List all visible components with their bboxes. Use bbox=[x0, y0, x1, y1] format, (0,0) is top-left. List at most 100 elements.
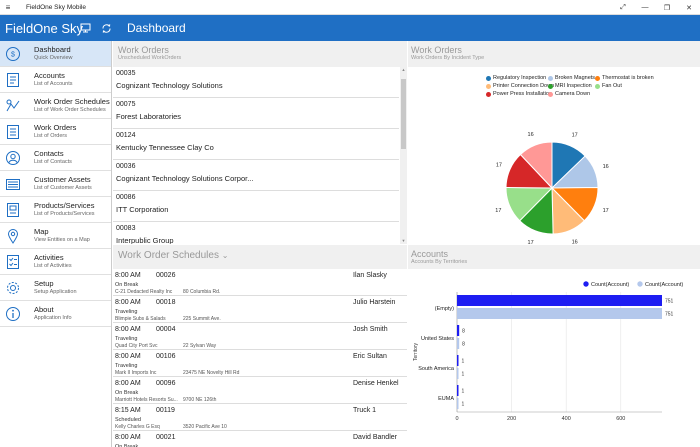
schedule-address: 23475 NE Novelty Hill Rd bbox=[183, 370, 240, 376]
close-button[interactable]: ✕ bbox=[686, 4, 692, 12]
svg-text:$: $ bbox=[11, 51, 15, 58]
work-order-id: 00124 bbox=[116, 132, 136, 139]
work-orders-scrollbar[interactable]: ▲ ▼ bbox=[400, 67, 407, 244]
contacts-icon bbox=[0, 147, 26, 169]
monitor-icon[interactable] bbox=[76, 19, 94, 37]
sidebar-item-customer-assets[interactable]: Customer Assets List of Customer Assets bbox=[0, 171, 111, 197]
y-tick-label: EUMA bbox=[438, 396, 454, 402]
schedule-account: Blimpie Subs & Salads bbox=[115, 316, 166, 322]
list-item[interactable]: 8:00 AM 00026 Ilan Slasky On Break C-21 Deda… bbox=[113, 269, 407, 296]
sync-icon[interactable] bbox=[97, 19, 115, 37]
bar bbox=[457, 355, 459, 366]
work-orders-icon bbox=[0, 121, 26, 143]
sidebar-item-text: Work Order Schedules List of Work Order S… bbox=[34, 97, 110, 113]
schedules-header[interactable]: Work Order Schedules ⌄ bbox=[113, 245, 407, 269]
sidebar-item-work-orders[interactable]: Work Orders List of Orders bbox=[0, 119, 111, 145]
chevron-down-icon[interactable]: ⌄ bbox=[221, 251, 229, 260]
work-order-id: 00035 bbox=[116, 70, 136, 77]
schedule-status: Traveling bbox=[115, 363, 138, 369]
pie-data-label: 17 bbox=[528, 240, 534, 244]
list-item[interactable]: 00086 ITT Corporation bbox=[113, 191, 399, 222]
legend-label: MRI Inspection bbox=[555, 83, 592, 89]
sidebar-item-sublabel: List of Activities bbox=[34, 262, 72, 269]
legend-swatch bbox=[637, 281, 643, 287]
pie-slice[interactable] bbox=[551, 186, 586, 235]
sidebar-item-info[interactable]: About Application Info bbox=[0, 301, 111, 327]
pie-data-label: 17 bbox=[495, 208, 501, 214]
sidebar-item-activities[interactable]: Activities List of Activities bbox=[0, 249, 111, 275]
legend-item: Printer Connection Down bbox=[486, 83, 554, 89]
list-item[interactable]: 8:15 AM 00119 Truck 1 Scheduled Kelly Charle… bbox=[113, 404, 407, 431]
sidebar-item-label: Work Order Schedules bbox=[34, 97, 110, 107]
pie-slice[interactable] bbox=[551, 141, 586, 190]
list-item[interactable]: 8:00 AM 00021 David Bandler On Break bbox=[113, 431, 407, 447]
maximize-button[interactable]: ❐ bbox=[663, 4, 671, 12]
sidebar-item-label: About bbox=[34, 305, 54, 315]
legend-swatch bbox=[486, 83, 491, 89]
legend-swatch bbox=[595, 75, 600, 81]
list-item[interactable]: 00075 Forest Laboratories bbox=[113, 98, 399, 129]
list-item[interactable]: 8:00 AM 00106 Eric Sultan Traveling Mark II … bbox=[113, 350, 407, 377]
schedule-assignee: David Bandler bbox=[353, 434, 397, 441]
sidebar-item-dashboard[interactable]: $ Dashboard Quick Overview bbox=[0, 41, 111, 67]
sidebar-item-map-pin[interactable]: Map View Entities on a Map bbox=[0, 223, 111, 249]
menu-icon[interactable]: ≡ bbox=[5, 2, 11, 12]
bar bbox=[457, 368, 459, 379]
pie-slice[interactable] bbox=[550, 155, 599, 189]
pie-slice[interactable] bbox=[518, 186, 554, 235]
accounts-chart-header: Accounts Accounts By Territories bbox=[408, 245, 700, 269]
schedule-address: 225 Summit Ave. bbox=[183, 316, 221, 322]
minimize-button[interactable]: — bbox=[641, 4, 649, 11]
y-tick-label: United States bbox=[421, 336, 454, 342]
pie-slice[interactable] bbox=[505, 153, 554, 189]
work-order-id: 00036 bbox=[116, 163, 136, 170]
schedule-time: 8:00 AM bbox=[115, 299, 141, 306]
schedule-account: C-21 Dedacted Realty Inc bbox=[115, 289, 173, 295]
sidebar-item-text: Setup Setup Application bbox=[34, 279, 77, 295]
accounts-chart: Accounts Accounts By Territories Count(A… bbox=[408, 245, 700, 447]
scroll-down-icon[interactable]: ▼ bbox=[401, 238, 406, 243]
sidebar-item-contacts[interactable]: Contacts List of Contacts bbox=[0, 145, 111, 171]
list-item[interactable]: 00036 Cognizant Technology Solutions Corp… bbox=[113, 160, 399, 191]
sidebar-item-text: Activities List of Activities bbox=[34, 254, 72, 269]
bar bbox=[457, 295, 662, 306]
schedules-panel: Work Order Schedules ⌄ 8:00 AM 00026 Ilan … bbox=[113, 245, 407, 447]
list-item[interactable]: 00035 Cognizant Technology Solutions bbox=[113, 67, 399, 98]
list-item[interactable]: 8:00 AM 00096 Denise Henkel On Break Marriot… bbox=[113, 377, 407, 404]
sidebar-item-sublabel: List of Orders bbox=[34, 132, 68, 139]
schedules-list: 8:00 AM 00026 Ilan Slasky On Break C-21 Deda… bbox=[113, 269, 407, 447]
bar-chart: Count(Account) Count(Account) 0 200 400 600 Te… bbox=[413, 281, 683, 422]
sidebar-item-gear[interactable]: Setup Setup Application bbox=[0, 275, 111, 301]
schedule-address: 9700 NE 126th bbox=[183, 397, 217, 403]
list-item[interactable]: 00083 Interpublic Group bbox=[113, 222, 399, 244]
bar bbox=[457, 325, 460, 336]
schedule-account: Marriott Hotels Resorts Su... bbox=[115, 397, 178, 403]
schedule-assignee: Ilan Slasky bbox=[353, 272, 387, 279]
list-item[interactable]: 8:00 AM 00018 Julio Harstein Traveling Blimp… bbox=[113, 296, 407, 323]
sidebar-item-label: Products/Services bbox=[34, 201, 95, 211]
sidebar-item-label: Customer Assets bbox=[34, 175, 91, 185]
pie-slice[interactable] bbox=[550, 186, 599, 222]
pie-slice[interactable] bbox=[505, 186, 554, 222]
pie-data-label: 17 bbox=[603, 208, 609, 214]
pie-chart: 17 16 17 16 17 17 17 16 bbox=[495, 132, 609, 244]
scrollbar-thumb[interactable] bbox=[401, 79, 406, 149]
scroll-up-icon[interactable]: ▲ bbox=[401, 67, 406, 72]
sidebar-item-label: Dashboard bbox=[34, 45, 71, 55]
legend-item: Broken Magnets bbox=[548, 75, 595, 81]
work-orders-subtitle: Unscheduled WorkOrders bbox=[118, 55, 182, 61]
sidebar-item-text: About Application Info bbox=[34, 305, 72, 321]
list-item[interactable]: 00124 Kentucky Tennessee Clay Co bbox=[113, 129, 399, 160]
sidebar-item-products[interactable]: Products/Services List of Products/Servic… bbox=[0, 197, 111, 223]
incident-chart-title: Work Orders bbox=[411, 45, 462, 55]
products-icon bbox=[0, 199, 26, 221]
y-axis-title: Territory bbox=[413, 342, 419, 361]
legend-label: Fan Out bbox=[602, 83, 622, 89]
sidebar-item-label: Setup bbox=[34, 279, 54, 289]
expand-icon[interactable]: ⤢ bbox=[620, 3, 626, 11]
list-item[interactable]: 8:00 AM 00004 Josh Smith Traveling Quad City… bbox=[113, 323, 407, 350]
pie-slice[interactable] bbox=[519, 141, 553, 190]
sidebar-item-accounts[interactable]: Accounts List of Accounts bbox=[0, 67, 111, 93]
bar-data-label: 8 bbox=[462, 342, 465, 348]
sidebar-item-schedules[interactable]: Work Order Schedules List of Work Order S… bbox=[0, 93, 111, 119]
